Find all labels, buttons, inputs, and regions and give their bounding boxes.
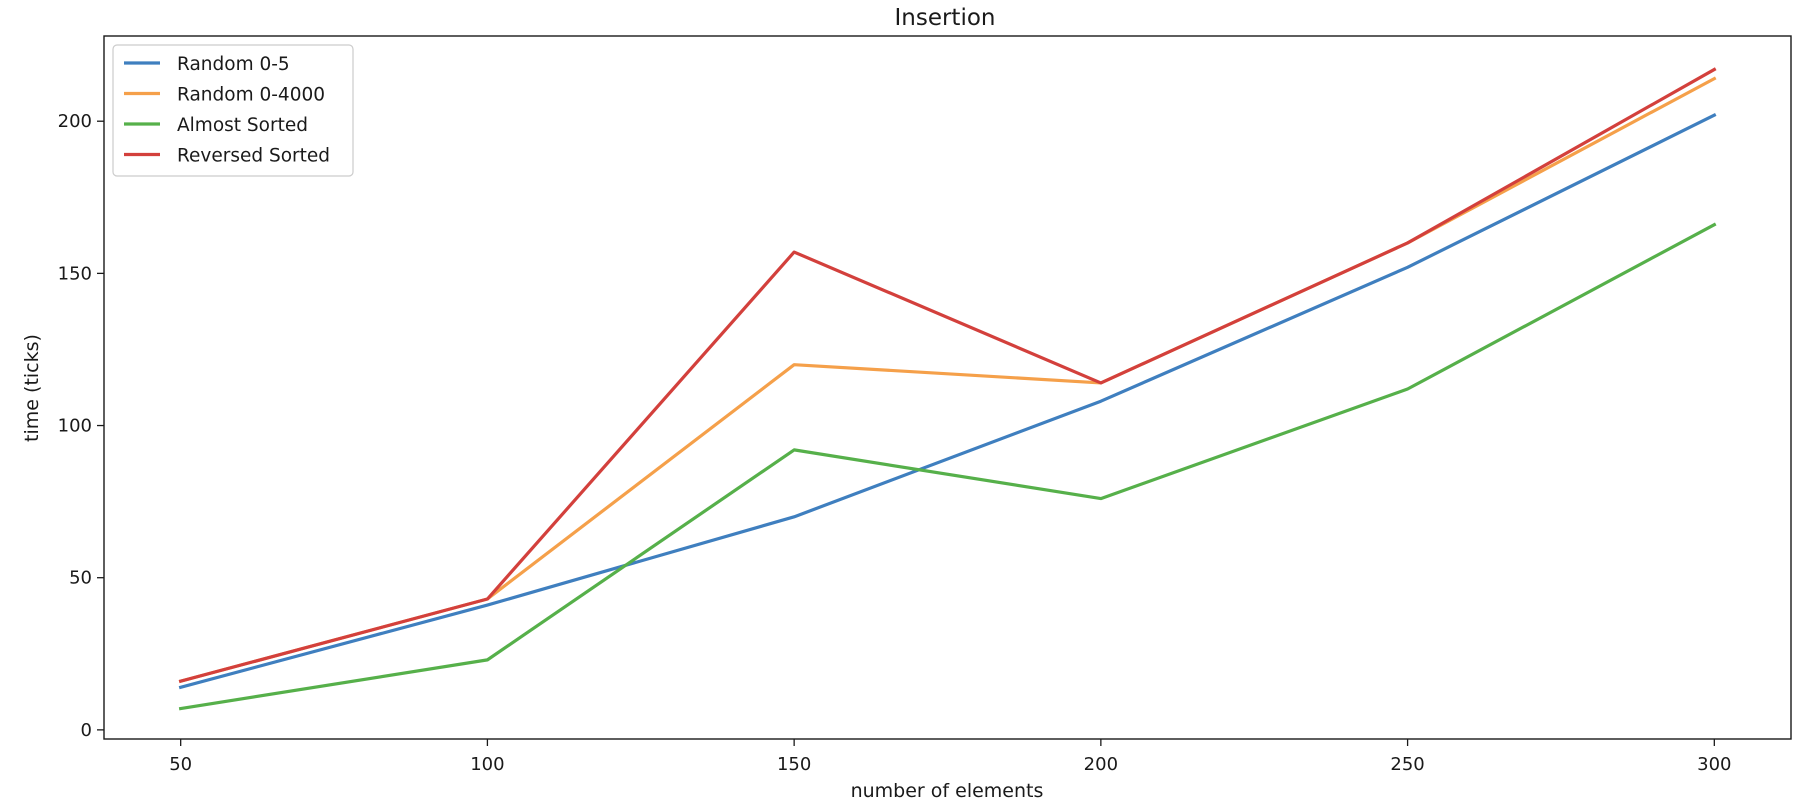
y-axis: 0 50 100 150 200 — [58, 111, 104, 741]
x-tick-label: 200 — [1084, 754, 1118, 775]
x-tick-label: 300 — [1697, 754, 1731, 775]
y-tick-label: 100 — [58, 416, 92, 437]
series-line-3 — [178, 222, 1717, 711]
legend-label: Almost Sorted — [177, 115, 308, 136]
x-tick-label: 250 — [1390, 754, 1424, 775]
legend-label: Random 0-4000 — [177, 85, 325, 106]
series-lines — [178, 67, 1717, 711]
legend-label: Random 0-5 — [177, 54, 290, 75]
y-tick-label: 0 — [81, 720, 92, 741]
x-tick-label: 100 — [470, 754, 504, 775]
y-tick-label: 150 — [58, 263, 92, 284]
y-tick-label: 200 — [58, 111, 92, 132]
chart-title: Insertion — [894, 5, 995, 31]
series-line-1 — [178, 112, 1717, 690]
x-tick-label: 150 — [777, 754, 811, 775]
x-tick-label: 50 — [169, 754, 192, 775]
y-axis-label: time (ticks) — [21, 334, 43, 442]
series-line-4 — [178, 67, 1717, 684]
legend-box — [112, 44, 354, 177]
y-tick-label: 50 — [69, 568, 92, 589]
x-axis: 50 100 150 200 250 300 — [169, 739, 1731, 775]
plot-frame — [103, 35, 1792, 740]
legend: Random 0-5 Random 0-4000 Almost Sorted Reve… — [112, 44, 354, 177]
legend-label: Reversed Sorted — [177, 146, 330, 167]
series-line-2 — [178, 76, 1717, 684]
x-axis-label: number of elements — [851, 780, 1044, 802]
